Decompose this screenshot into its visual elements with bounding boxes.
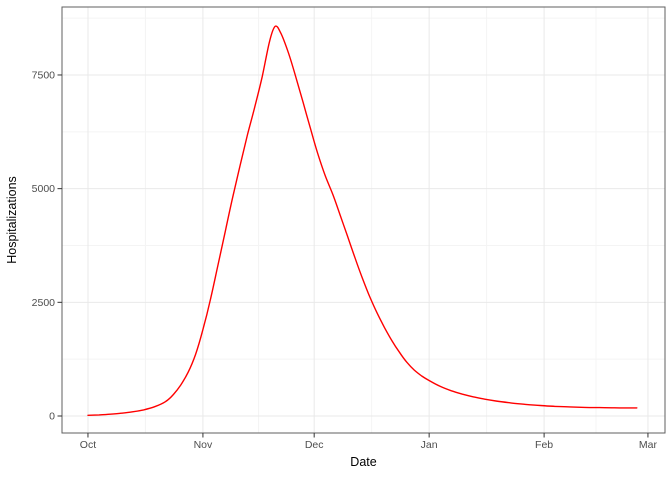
x-tick-label: Jan bbox=[421, 439, 438, 451]
x-tick-label: Mar bbox=[639, 439, 658, 451]
y-tick-label: 2500 bbox=[32, 297, 56, 309]
hospitalizations-curve bbox=[87, 25, 638, 416]
y-tick-label: 0 bbox=[49, 410, 55, 422]
y-tick-label: 5000 bbox=[32, 183, 56, 195]
y-axis-title: Hospitalizations bbox=[4, 176, 19, 264]
x-axis-title: Date bbox=[350, 455, 377, 469]
panel-border bbox=[61, 6, 666, 434]
x-tick-label: Nov bbox=[194, 439, 213, 451]
x-tick-label: Dec bbox=[305, 439, 324, 451]
x-tick-label: Oct bbox=[80, 439, 96, 451]
plot-panel bbox=[62, 7, 665, 433]
x-tick-label: Feb bbox=[535, 439, 553, 451]
y-tick-label: 7500 bbox=[32, 69, 56, 81]
